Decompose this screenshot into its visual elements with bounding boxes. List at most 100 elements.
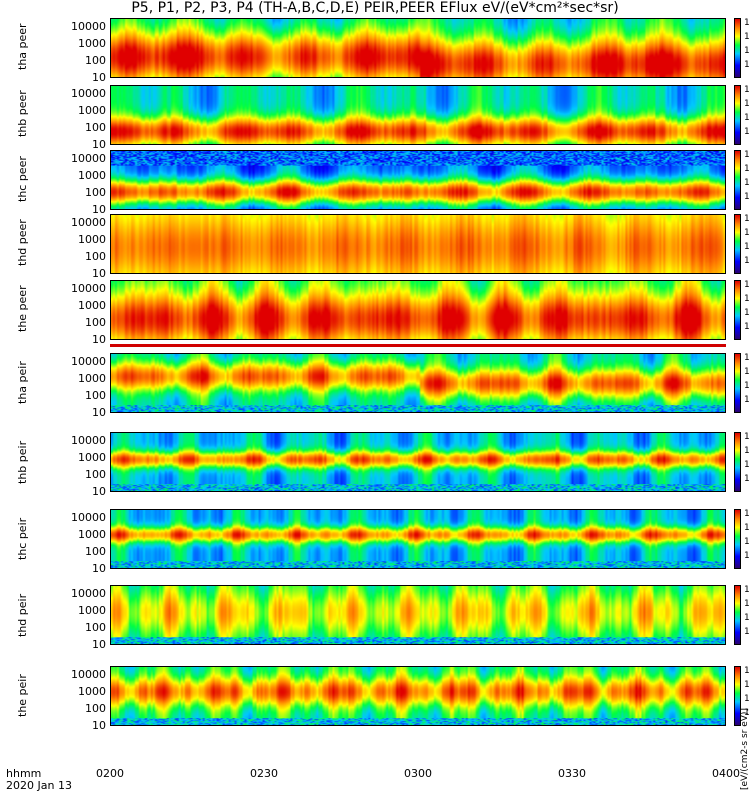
spectrogram-panel-thd-peer: [110, 214, 726, 274]
colorbar-tick: 10²: [744, 627, 750, 637]
spectrogram-panel-tha-peer: [110, 18, 726, 78]
spectrogram-panel-the-peir: [110, 666, 726, 726]
colorbar: [734, 666, 741, 726]
colorbar-tick: 10⁶: [744, 680, 750, 690]
colorbar-tick: 10²: [744, 127, 750, 137]
colorbar-tick: 10²: [744, 395, 750, 405]
spectrogram-image: [111, 586, 725, 644]
spectrogram-image: [111, 86, 725, 144]
spectrogram-panel-thb-peir: [110, 432, 726, 492]
colorbar-tick: 10⁸: [744, 280, 750, 290]
colorbar-tick: 10⁴: [744, 694, 750, 704]
colorbar: [734, 585, 741, 645]
y-tick-label: 10: [92, 485, 106, 498]
y-tick-label: 10000: [71, 216, 106, 229]
spectrogram-image: [111, 354, 725, 412]
y-tick-label: 10: [92, 203, 106, 216]
colorbar-tick: 10²: [744, 192, 750, 202]
y-tick-label: 100: [85, 316, 106, 329]
y-tick-label: 10000: [71, 282, 106, 295]
y-tick-label: 100: [85, 54, 106, 67]
panel-probe-label: thc peir: [16, 517, 29, 561]
colorbar-tick: 10⁴: [744, 381, 750, 391]
panel-probe-label: the peer: [16, 285, 29, 332]
y-tick-label: 1000: [78, 37, 106, 50]
y-tick-label: 100: [85, 621, 106, 634]
y-tick-label: 1000: [78, 604, 106, 617]
colorbar-tick: 10⁴: [744, 613, 750, 623]
y-tick-label: 10000: [71, 87, 106, 100]
colorbar-tick: 10²: [744, 708, 750, 718]
spectrogram-panel-tha-peir: [110, 353, 726, 413]
y-tick-label: 10000: [71, 511, 106, 524]
colorbar-tick: 10⁸: [744, 214, 750, 224]
y-tick-label: 10000: [71, 434, 106, 447]
colorbar-tick: 10⁶: [744, 228, 750, 238]
colorbar-tick: 10²: [744, 60, 750, 70]
colorbar: [734, 280, 741, 340]
colorbar-tick: 10⁴: [744, 308, 750, 318]
panel-probe-label: tha peer: [16, 23, 29, 70]
spectrogram-image: [111, 19, 725, 77]
colorbar-tick: 10⁸: [744, 353, 750, 363]
colorbar-tick: 10⁸: [744, 666, 750, 676]
colorbar-tick: 10⁴: [744, 460, 750, 470]
colorbar-tick: 10⁴: [744, 242, 750, 252]
colorbar: [734, 432, 741, 492]
y-tick-label: 1000: [78, 451, 106, 464]
colorbar-tick: 10²: [744, 474, 750, 484]
colorbar-tick: 10⁸: [744, 432, 750, 442]
y-tick-label: 10: [92, 138, 106, 151]
colorbar-tick: 10⁶: [744, 599, 750, 609]
colorbar-tick: 10⁸: [744, 18, 750, 28]
colorbar-tick: 10⁶: [744, 294, 750, 304]
colorbar: [734, 353, 741, 413]
y-tick-label: 1000: [78, 169, 106, 182]
y-tick-label: 1000: [78, 299, 106, 312]
y-tick-label: 10000: [71, 20, 106, 33]
panel-probe-label: thc peer: [16, 156, 29, 202]
spectrogram-image: [111, 215, 725, 273]
spectrogram-panel-thc-peer: [110, 150, 726, 210]
colorbar: [734, 18, 741, 78]
y-tick-label: 100: [85, 389, 106, 402]
colorbar-tick: 10⁶: [744, 99, 750, 109]
colorbar-tick: 10⁸: [744, 585, 750, 595]
colorbar-tick: 10⁶: [744, 164, 750, 174]
y-tick-label: 10000: [71, 152, 106, 165]
y-tick-label: 1000: [78, 685, 106, 698]
y-tick-label: 10000: [71, 355, 106, 368]
colorbar-tick: 10⁶: [744, 446, 750, 456]
x-tick-label: 0300: [404, 767, 432, 780]
panel-probe-label: thd peer: [16, 219, 29, 266]
panel-probe-label: thb peir: [16, 440, 29, 484]
y-tick-label: 10: [92, 562, 106, 575]
y-tick-label: 100: [85, 250, 106, 263]
spectrogram-panel-thd-peir: [110, 585, 726, 645]
colorbar-tick: 10⁴: [744, 537, 750, 547]
colorbar: [734, 150, 741, 210]
colorbar-tick: 10⁴: [744, 46, 750, 56]
y-tick-label: 10000: [71, 587, 106, 600]
y-tick-label: 10: [92, 267, 106, 280]
y-tick-label: 10000: [71, 668, 106, 681]
spectrogram-image: [111, 510, 725, 568]
y-tick-label: 1000: [78, 104, 106, 117]
colorbar-tick: 10²: [744, 551, 750, 561]
y-tick-label: 1000: [78, 233, 106, 246]
y-tick-label: 1000: [78, 372, 106, 385]
spectrogram-panel-thb-peer: [110, 85, 726, 145]
spectrogram-panel-the-peer: [110, 280, 726, 340]
y-tick-label: 100: [85, 702, 106, 715]
y-tick-label: 1000: [78, 528, 106, 541]
colorbar-unit-label: [eV/(cm2-s sr eV)]: [740, 708, 750, 790]
panel-probe-label: tha peir: [16, 361, 29, 405]
x-tick-label: 0230: [250, 767, 278, 780]
group-separator: [110, 344, 726, 347]
figure-title: P5, P1, P2, P3, P4 (TH-A,B,C,D,E) PEIR,P…: [131, 0, 619, 16]
x-axis-date: 2020 Jan 13: [6, 779, 72, 792]
x-tick-label: 0400: [712, 767, 740, 780]
y-tick-label: 10: [92, 638, 106, 651]
colorbar-tick: 10⁴: [744, 113, 750, 123]
